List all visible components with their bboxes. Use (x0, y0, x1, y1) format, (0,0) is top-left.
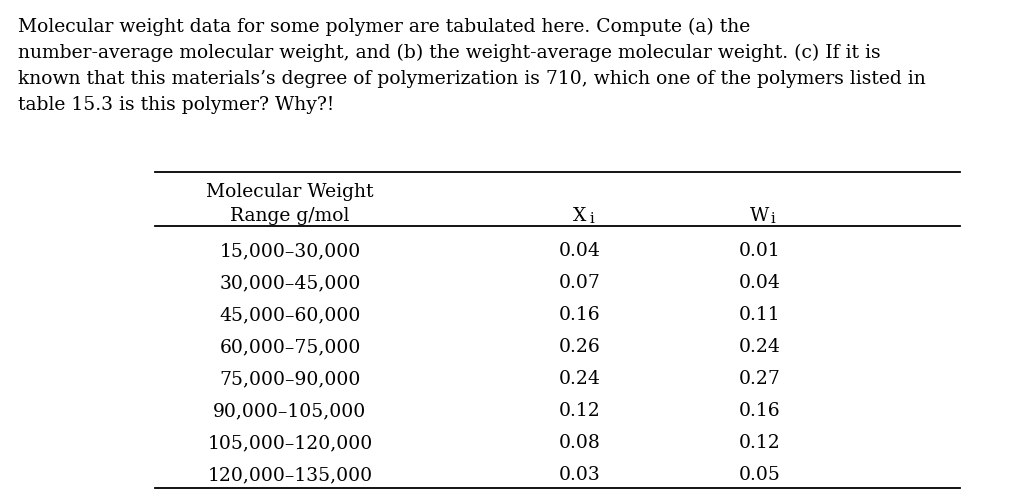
Text: X: X (573, 207, 587, 225)
Text: 0.24: 0.24 (739, 338, 781, 356)
Text: 0.11: 0.11 (739, 306, 781, 324)
Text: 15,000–30,000: 15,000–30,000 (219, 242, 360, 260)
Text: 90,000–105,000: 90,000–105,000 (213, 402, 367, 420)
Text: 0.16: 0.16 (559, 306, 601, 324)
Text: number-average molecular weight, and (b) the weight-average molecular weight. (c: number-average molecular weight, and (b)… (18, 44, 881, 62)
Text: Molecular Weight: Molecular Weight (206, 183, 374, 201)
Text: 45,000–60,000: 45,000–60,000 (219, 306, 360, 324)
Text: i: i (590, 212, 595, 226)
Text: 75,000–90,000: 75,000–90,000 (219, 370, 360, 388)
Text: 105,000–120,000: 105,000–120,000 (208, 434, 373, 452)
Text: 0.01: 0.01 (739, 242, 781, 260)
Text: known that this materials’s degree of polymerization is 710, which one of the po: known that this materials’s degree of po… (18, 70, 926, 88)
Text: 0.04: 0.04 (559, 242, 601, 260)
Text: 30,000–45,000: 30,000–45,000 (219, 274, 360, 292)
Text: Molecular weight data for some polymer are tabulated here. Compute (a) the: Molecular weight data for some polymer a… (18, 18, 751, 36)
Text: 0.27: 0.27 (739, 370, 781, 388)
Text: 0.07: 0.07 (559, 274, 601, 292)
Text: 120,000–135,000: 120,000–135,000 (208, 466, 373, 484)
Text: 0.26: 0.26 (559, 338, 601, 356)
Text: 0.12: 0.12 (739, 434, 781, 452)
Text: W: W (751, 207, 770, 225)
Text: 0.24: 0.24 (559, 370, 601, 388)
Text: 0.03: 0.03 (559, 466, 601, 484)
Text: Range g/mol: Range g/mol (230, 207, 349, 225)
Text: table 15.3 is this polymer? Why?!: table 15.3 is this polymer? Why?! (18, 96, 334, 114)
Text: i: i (771, 212, 776, 226)
Text: 0.16: 0.16 (739, 402, 781, 420)
Text: 0.08: 0.08 (559, 434, 601, 452)
Text: 0.04: 0.04 (739, 274, 781, 292)
Text: 0.05: 0.05 (739, 466, 781, 484)
Text: 0.12: 0.12 (559, 402, 601, 420)
Text: 60,000–75,000: 60,000–75,000 (219, 338, 360, 356)
